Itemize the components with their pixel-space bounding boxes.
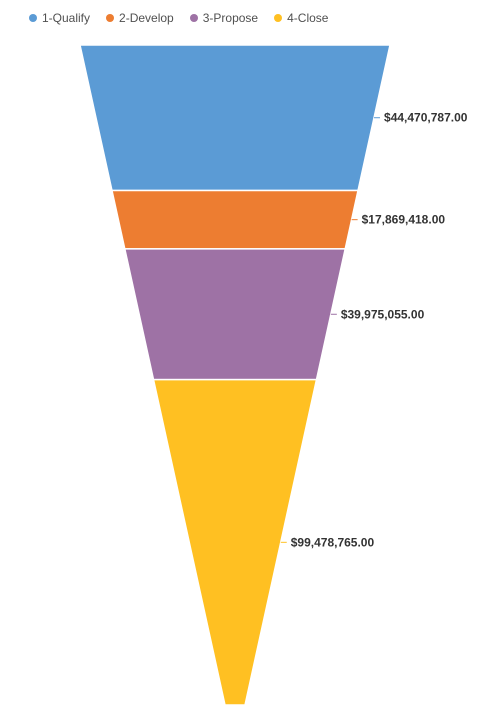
data-label-close: $99,478,765.00	[291, 535, 375, 549]
data-label-develop: $17,869,418.00	[362, 213, 446, 227]
chart-legend: 1-Qualify 2-Develop 3-Propose 4-Close	[29, 11, 344, 25]
legend-item-propose[interactable]: 3-Propose	[189, 11, 259, 25]
funnel-segment-close[interactable]	[152, 378, 318, 706]
legend-item-close[interactable]: 4-Close	[274, 11, 328, 25]
funnel-segment-propose[interactable]	[123, 248, 347, 381]
legend-label-develop: 2-Develop	[119, 11, 174, 25]
legend-label-propose: 3-Propose	[202, 11, 259, 25]
legend-marker-close	[274, 14, 283, 22]
funnel-segment-qualify[interactable]	[79, 44, 391, 192]
legend-item-qualify[interactable]: 1-Qualify	[29, 11, 90, 25]
data-label-propose: $39,975,055.00	[341, 307, 425, 321]
legend-marker-qualify	[29, 14, 37, 22]
funnel-segment-develop[interactable]	[111, 189, 359, 250]
legend-marker-propose	[189, 14, 198, 22]
legend-label-qualify: 1-Qualify	[42, 11, 91, 25]
legend-marker-develop	[106, 14, 115, 22]
legend-item-develop[interactable]: 2-Develop	[106, 11, 174, 25]
legend-label-close: 4-Close	[287, 11, 329, 25]
data-label-qualify: $44,470,787.00	[384, 111, 468, 125]
